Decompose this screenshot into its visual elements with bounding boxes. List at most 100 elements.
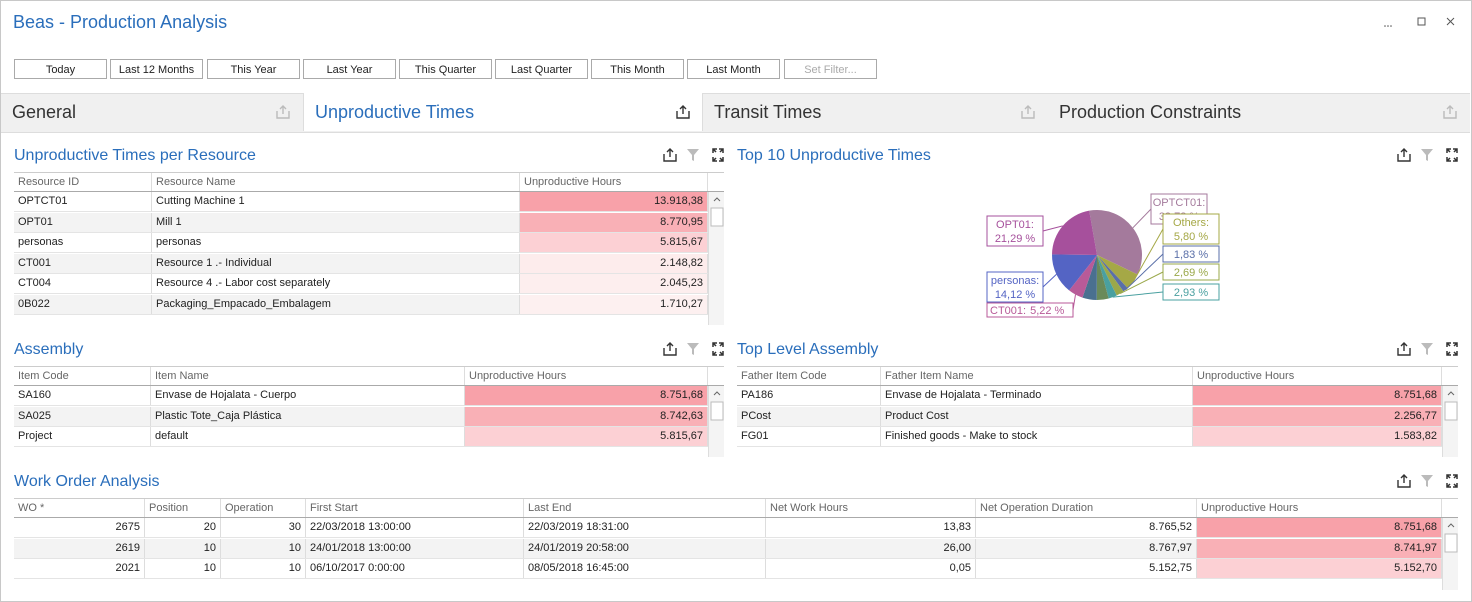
filter-button[interactable]: Last Quarter — [495, 59, 588, 79]
table-cell: 13.918,38 — [520, 192, 708, 211]
panel-title: Unproductive Times per Resource — [14, 147, 256, 164]
table-cell: 2.256,77 — [1193, 406, 1442, 426]
scrollbar[interactable] — [708, 386, 724, 457]
table: WO * Position Operation First Start Last End… — [14, 498, 1458, 590]
scrollbar[interactable] — [1442, 386, 1458, 457]
table-cell: 22/03/2019 18:31:00 — [524, 518, 766, 537]
pie-label: CT001: 5,22 % — [990, 305, 1065, 317]
table-cell: 8.751,68 — [465, 386, 708, 405]
scroll-arrows[interactable] — [709, 386, 724, 457]
table-cell: 0B022 — [14, 294, 152, 314]
tab[interactable]: Transit Times — [714, 102, 822, 122]
pie-label: personas: — [991, 275, 1039, 287]
table-cell: 30 — [221, 518, 306, 537]
export-icon[interactable] — [675, 104, 691, 120]
table-row: 0B022 Packaging_Empacado_Embalagem 1.710,2… — [14, 294, 708, 315]
pie-slice — [1069, 255, 1097, 298]
column-header: Unproductive Hours — [465, 367, 708, 385]
pie-label: 21,29 % — [995, 233, 1036, 245]
label-box — [986, 215, 1044, 247]
table-row: Project default 5.815,67 — [14, 427, 708, 447]
label-box — [1162, 213, 1220, 245]
table-cell: SA160 — [14, 386, 151, 405]
scroll-arrows[interactable] — [709, 192, 724, 325]
table-cell: 5.152,75 — [976, 559, 1197, 578]
leader-line — [1125, 253, 1164, 291]
filter-button[interactable]: This Quarter — [399, 59, 492, 79]
scrollbar[interactable] — [708, 192, 724, 325]
tab[interactable]: General — [12, 102, 77, 122]
filter-button[interactable]: Last Month — [687, 59, 780, 79]
tab[interactable]: Unproductive Times — [303, 93, 703, 131]
table-cell: 5.815,67 — [520, 233, 708, 252]
export-icon[interactable] — [1396, 147, 1412, 163]
scroll-arrows[interactable] — [1443, 518, 1458, 590]
pie-slice — [1052, 210, 1097, 255]
table-cell: 10 — [221, 559, 306, 578]
table-cell: Mill 1 — [152, 212, 520, 232]
panel-tools[interactable] — [686, 341, 726, 357]
window-controls[interactable] — [1380, 14, 1460, 32]
leader-line — [1119, 271, 1164, 295]
table-cell: 0,05 — [766, 559, 976, 578]
panel-title: Assembly — [14, 341, 84, 358]
column-header: Item Code — [14, 367, 151, 385]
leader-line — [1112, 291, 1164, 298]
table-cell: 8.742,63 — [465, 406, 708, 426]
table-cell: Project — [14, 427, 151, 446]
export-icon[interactable] — [1396, 341, 1412, 357]
pie-slice — [1097, 255, 1138, 289]
table-cell: 2.045,23 — [520, 274, 708, 293]
panel-tools[interactable] — [686, 147, 726, 163]
pie-label-name: CT001: — [990, 305, 1026, 317]
table-row: personas personas 5.815,67 — [14, 233, 708, 253]
pie-slice — [1096, 255, 1109, 300]
tab[interactable]: Production Constraints — [1059, 102, 1242, 122]
table-cell: Resource 1 .- Individual — [152, 253, 520, 273]
filter-button[interactable]: Today — [14, 59, 107, 79]
table-cell: Packaging_Empacado_Embalagem — [152, 294, 520, 314]
table-cell: 24/01/2019 20:58:00 — [524, 538, 766, 558]
table-cell: 24/01/2018 13:00:00 — [306, 538, 524, 558]
export-icon[interactable] — [275, 104, 291, 120]
scrollbar[interactable] — [1442, 518, 1458, 590]
table-cell: 20 — [145, 518, 221, 537]
export-icon[interactable] — [1396, 473, 1412, 489]
table-cell: Product Cost — [881, 406, 1193, 426]
column-header: Resource Name — [152, 173, 520, 191]
export-icon[interactable] — [1020, 104, 1036, 120]
table-row: FG01 Finished goods - Make to stock 1.583,… — [737, 427, 1442, 447]
panel-tools[interactable] — [1420, 147, 1460, 163]
column-header: Unproductive Hours — [1197, 499, 1442, 517]
export-icon[interactable] — [662, 341, 678, 357]
pie-label: 2,93 % — [1174, 287, 1208, 299]
export-icon[interactable] — [1442, 104, 1458, 120]
table-cell: personas — [152, 233, 520, 252]
pie-label: 2,69 % — [1174, 267, 1208, 279]
table-cell: FG01 — [737, 427, 881, 446]
table-cell: OPTCT01 — [14, 192, 152, 211]
filter-button[interactable]: Last Year — [303, 59, 396, 79]
pie-label-value: 5,22 % — [1030, 305, 1064, 317]
filter-button[interactable]: This Month — [591, 59, 684, 79]
leader-line — [1132, 228, 1164, 282]
filter-button[interactable]: This Year — [207, 59, 300, 79]
table-row: CT004 Resource 4 .- Labor cost separately… — [14, 274, 708, 294]
filter-button[interactable]: Set Filter... — [784, 59, 877, 79]
pie-label: OPT01: — [996, 219, 1034, 231]
table-cell: 06/10/2017 0:00:00 — [306, 559, 524, 578]
table-cell: Plastic Tote_Caja Plástica — [151, 406, 465, 426]
table-row: SA160 Envase de Hojalata - Cuerpo 8.751,68 — [14, 386, 708, 406]
filter-button[interactable]: Last 12 Months — [110, 59, 203, 79]
column-header: Position — [145, 499, 221, 517]
table: Resource ID Resource Name Unproductive Hou… — [14, 172, 724, 325]
table-cell: 10 — [145, 538, 221, 558]
panel-tools[interactable] — [1420, 473, 1460, 489]
table-cell: SA025 — [14, 406, 151, 426]
panel-tools[interactable] — [1420, 341, 1460, 357]
table-cell: 2619 — [14, 538, 145, 558]
table-cell: 5.152,70 — [1197, 559, 1442, 578]
table-cell: 2021 — [14, 559, 145, 578]
scroll-arrows[interactable] — [1443, 386, 1458, 457]
export-icon[interactable] — [662, 147, 678, 163]
